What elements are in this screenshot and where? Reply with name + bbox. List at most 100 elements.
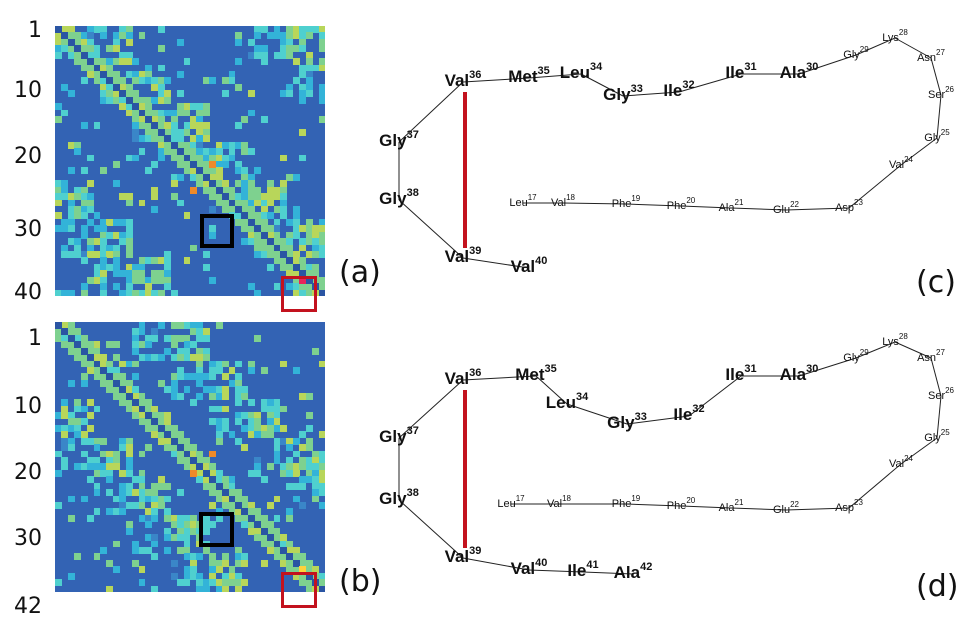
heatmap-cell (235, 392, 242, 400)
heatmap-cell (87, 71, 95, 78)
heatmap-cell (273, 405, 281, 413)
heatmap-cell (170, 379, 178, 387)
heatmap-cell (235, 212, 242, 220)
heatmap-cell (138, 469, 146, 477)
heatmap-cell (138, 399, 146, 407)
heatmap-cell (318, 218, 325, 226)
heatmap-cell (235, 412, 242, 419)
heatmap-cell (74, 431, 82, 439)
contact-line (398, 379, 464, 439)
heatmap-cell (87, 457, 95, 464)
heatmap-hot-cell (209, 450, 217, 458)
heatmap-cell (151, 495, 159, 503)
heatmap-cell (312, 270, 320, 278)
heatmap-cell (87, 218, 95, 226)
heatmap-cell (80, 450, 88, 458)
heatmap-cell (196, 180, 204, 188)
heatmap-cell (183, 109, 191, 117)
heatmap-cell (209, 154, 217, 162)
heatmap-cell (151, 257, 159, 265)
heatmap-cell (202, 263, 210, 271)
heatmap-cell (215, 367, 223, 374)
heatmap-cell (190, 322, 197, 329)
panel-b-tick-1: 1 (28, 326, 42, 351)
residue-label-val36: Val36 (445, 69, 482, 91)
heatmap-cell (61, 225, 69, 233)
residue-label-asn27: Asn27 (917, 48, 945, 64)
heatmap-cell (125, 283, 133, 291)
heatmap-cell (292, 218, 300, 226)
heatmap-cell (132, 334, 140, 342)
contact-line (511, 424, 627, 504)
heatmap-cell (267, 521, 275, 529)
heatmap-cell (209, 502, 217, 509)
heatmap-cell (145, 489, 152, 497)
heatmap-cell (138, 96, 146, 104)
heatmap-cell (299, 457, 307, 464)
heatmap-cell (157, 379, 165, 387)
residue-label-lys28: Lys28 (882, 332, 908, 348)
heatmap-cell (241, 392, 249, 400)
heatmap-diagonal-cell (190, 457, 197, 464)
heatmap-cell (80, 341, 88, 349)
heatmap-cell (196, 135, 204, 143)
heatmap-cell (100, 58, 107, 66)
heatmap-cell (80, 360, 88, 368)
heatmap-cell (145, 418, 152, 426)
heatmap-cell (151, 534, 159, 542)
heatmap-cell (132, 412, 140, 419)
heatmap-cell (183, 444, 191, 452)
heatmap-cell (170, 450, 178, 458)
contact-line (511, 416, 689, 504)
contact-line (894, 341, 932, 359)
heatmap-cell (228, 141, 236, 149)
heatmap-cell (93, 463, 101, 471)
heatmap-cell (55, 103, 62, 111)
heatmap-cell (299, 392, 307, 400)
heatmap-cell (138, 514, 146, 522)
heatmap-cell (215, 386, 223, 394)
heatmap-diagonal-cell (183, 450, 191, 458)
heatmap-cell (119, 32, 127, 40)
heatmap-cell (151, 514, 159, 522)
heatmap-cell (267, 244, 275, 252)
heatmap-cell (106, 463, 114, 471)
heatmap-cell (292, 547, 300, 554)
heatmap-cell (177, 547, 185, 554)
heatmap-diagonal-cell (305, 276, 313, 284)
heatmap-cell (215, 559, 223, 567)
heatmap-cell (280, 360, 287, 368)
heatmap-cell (254, 514, 262, 522)
heatmap-cell (183, 373, 191, 381)
heatmap-cell (318, 90, 325, 98)
heatmap-cell (254, 527, 262, 535)
heatmap-cell (119, 218, 127, 226)
heatmap-diagonal-cell (228, 199, 236, 207)
heatmap-cell (119, 469, 127, 477)
heatmap-cell (280, 51, 287, 59)
heatmap-cell (157, 83, 165, 91)
heatmap-cell (209, 186, 217, 194)
heatmap-cell (292, 45, 300, 53)
heatmap-cell (267, 251, 275, 258)
heatmap-cell (151, 96, 159, 104)
heatmap-cell (157, 64, 165, 72)
heatmap-cell (247, 424, 255, 432)
residue-label-ala21: Ala21 (719, 198, 744, 214)
heatmap-cell (260, 244, 268, 252)
heatmap-diagonal-cell (292, 263, 300, 271)
heatmap-cell (145, 289, 152, 296)
heatmap-cell (80, 373, 88, 381)
heatmap-cell (222, 553, 230, 561)
heatmap-cell (87, 360, 95, 368)
heatmap-cell (280, 469, 287, 477)
contact-line (528, 73, 582, 79)
heatmap-cell (273, 193, 281, 201)
heatmap-cell (170, 431, 178, 439)
heatmap-cell (145, 424, 152, 432)
heatmap-cell (260, 45, 268, 53)
heatmap-cell (318, 251, 325, 258)
heatmap-cell (209, 566, 217, 574)
heatmap-cell (202, 167, 210, 175)
heatmap-cell (222, 559, 230, 567)
